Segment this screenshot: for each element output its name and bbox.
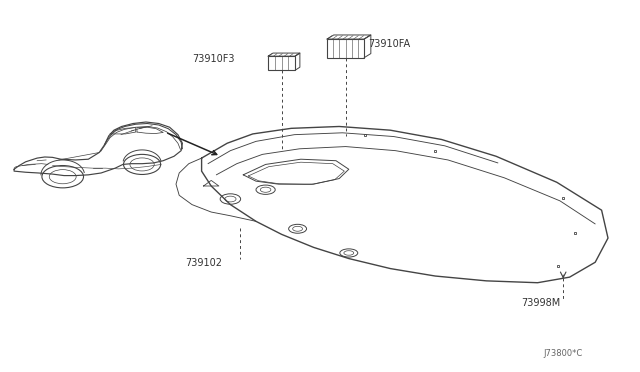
Bar [327,39,364,58]
Text: J73800*C: J73800*C [543,349,583,358]
Bar [268,56,295,70]
Text: 73910FA: 73910FA [368,39,410,49]
Text: 73998M: 73998M [521,298,561,308]
Text: 739102: 739102 [185,258,222,268]
Text: 73910F3: 73910F3 [193,54,235,64]
